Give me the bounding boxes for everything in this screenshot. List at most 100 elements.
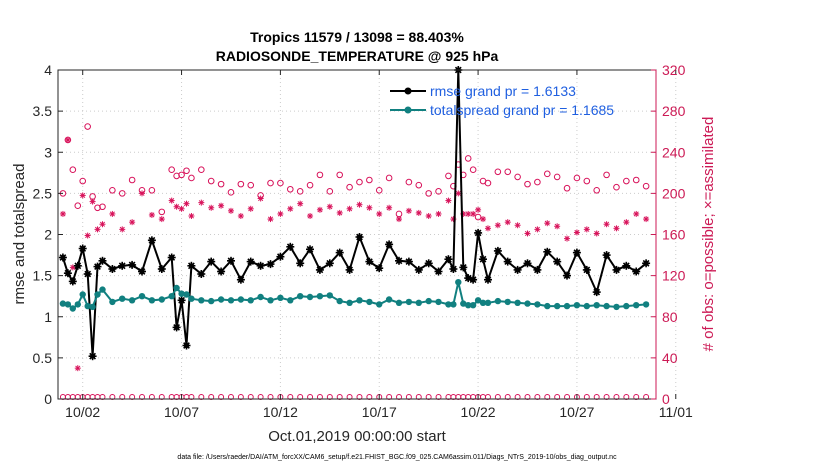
x-tick-label: 10/07 bbox=[164, 404, 199, 420]
rmse-point-spoke bbox=[257, 262, 264, 270]
asterisk-stroke bbox=[366, 205, 372, 211]
totalspread-point bbox=[346, 299, 353, 306]
rmse-point bbox=[93, 262, 102, 271]
rmse-point-spoke bbox=[118, 262, 126, 270]
rmse-point-spoke bbox=[494, 247, 502, 255]
obs-possible-marker bbox=[173, 172, 180, 180]
rmse-point bbox=[306, 245, 314, 254]
obs-assimilated-marker bbox=[504, 219, 511, 226]
legend-rmse-marker bbox=[404, 87, 412, 95]
totalspread-point bbox=[178, 290, 185, 297]
obs-possible-marker bbox=[326, 188, 334, 195]
rmse-point-spoke bbox=[622, 262, 630, 270]
obs-possible-marker bbox=[306, 181, 314, 189]
x-tick-label: 10/27 bbox=[559, 404, 594, 420]
obs-assimilated-marker bbox=[168, 197, 175, 204]
obs-possible-marker bbox=[316, 171, 324, 179]
y-tick-label: 0.5 bbox=[33, 350, 53, 366]
obs-assimilated-marker bbox=[119, 226, 126, 233]
rmse-point-spoke bbox=[178, 296, 185, 304]
asterisk-stroke bbox=[356, 202, 363, 208]
obs-assimilated-marker bbox=[316, 206, 323, 213]
totalspread-point bbox=[366, 298, 373, 306]
obs-possible-marker bbox=[109, 186, 116, 194]
obs-assimilated-marker bbox=[287, 205, 294, 212]
totalspread-point bbox=[168, 293, 175, 300]
totalspread-point bbox=[99, 286, 106, 293]
obs-assimilated-marker bbox=[396, 216, 403, 223]
obs-possible-marker bbox=[464, 155, 472, 162]
asterisk-stroke bbox=[307, 213, 313, 219]
totalspread-point bbox=[573, 302, 581, 309]
rmse-point bbox=[642, 259, 651, 268]
rmse-point bbox=[543, 247, 552, 256]
legend-spread-label: totalspread grand pr = 1.1685 bbox=[430, 102, 614, 118]
asterisk-stroke bbox=[119, 226, 125, 232]
asterisk-stroke bbox=[248, 206, 254, 212]
totalspread-point bbox=[227, 297, 235, 304]
obs-possible-marker bbox=[336, 171, 344, 179]
rmse-point-spoke bbox=[227, 257, 235, 265]
rmse-point-spoke bbox=[469, 276, 477, 284]
totalspread-point bbox=[84, 302, 91, 310]
asterisk-stroke bbox=[396, 216, 402, 222]
obs-assimilated-marker bbox=[386, 204, 393, 211]
obs-assimilated-marker bbox=[183, 200, 190, 207]
rmse-point bbox=[513, 265, 522, 274]
rmse-point-spoke bbox=[89, 352, 96, 360]
obs-possible-marker bbox=[603, 171, 610, 179]
totalspread-point bbox=[623, 302, 630, 310]
x-tick-label: 10/12 bbox=[263, 404, 298, 420]
rmse-point-spoke bbox=[484, 276, 492, 284]
rmse-point bbox=[167, 253, 176, 262]
rmse-point bbox=[424, 259, 433, 268]
legend-spread-marker bbox=[404, 106, 412, 114]
y-tick-label: 1 bbox=[44, 309, 52, 325]
obs-assimilated-marker bbox=[64, 136, 71, 143]
rmse-point-spoke bbox=[74, 262, 82, 270]
legend-rmse-label: rmse grand pr = 1.6133 bbox=[430, 83, 576, 99]
rmse-point-spoke bbox=[553, 258, 561, 265]
obs-possible-marker bbox=[237, 180, 245, 188]
obs-possible-marker bbox=[366, 176, 373, 184]
rmse-point bbox=[147, 236, 156, 245]
asterisk-stroke bbox=[544, 220, 550, 226]
asterisk-stroke bbox=[60, 211, 66, 217]
rmse-point-spoke bbox=[158, 265, 166, 273]
asterisk-stroke bbox=[287, 206, 293, 212]
asterisk-stroke bbox=[515, 222, 521, 228]
rmse-point bbox=[63, 269, 72, 278]
asterisk-stroke bbox=[65, 137, 71, 143]
rmse-point-spoke bbox=[59, 254, 67, 261]
obs-assimilated-marker bbox=[198, 199, 205, 206]
obs-assimilated-marker bbox=[158, 216, 165, 223]
totalspread-point bbox=[593, 302, 600, 309]
rmse-point bbox=[434, 267, 443, 276]
rmse-point bbox=[266, 260, 275, 269]
asterisk-stroke bbox=[643, 216, 649, 222]
obs-possible-marker bbox=[445, 172, 452, 180]
rmse-point bbox=[459, 263, 468, 272]
totalspread-point bbox=[460, 300, 467, 307]
totalspread-point bbox=[445, 301, 452, 308]
obs-assimilated-marker bbox=[336, 209, 343, 216]
totalspread-point bbox=[583, 302, 590, 310]
rmse-point bbox=[118, 261, 127, 270]
obs-assimilated-marker bbox=[109, 210, 116, 217]
asterisk-stroke bbox=[337, 210, 343, 216]
y-tick-label: 4 bbox=[44, 62, 52, 78]
obs-possible-marker bbox=[148, 186, 156, 194]
rmse-point bbox=[582, 265, 591, 274]
asterisk-stroke bbox=[574, 229, 580, 235]
obs-assimilated-marker bbox=[445, 197, 452, 204]
obs-possible-marker bbox=[286, 185, 294, 193]
rmse-point bbox=[83, 270, 92, 278]
rmse-point bbox=[474, 228, 483, 237]
obs-possible-marker bbox=[183, 167, 190, 175]
obs-possible-marker bbox=[583, 177, 591, 185]
asterisk-stroke bbox=[347, 206, 353, 212]
rmse-point-spoke bbox=[237, 276, 245, 284]
obs-possible-marker bbox=[158, 208, 166, 216]
obs-assimilated-marker bbox=[593, 230, 600, 237]
rmse-point-spoke bbox=[109, 265, 116, 273]
